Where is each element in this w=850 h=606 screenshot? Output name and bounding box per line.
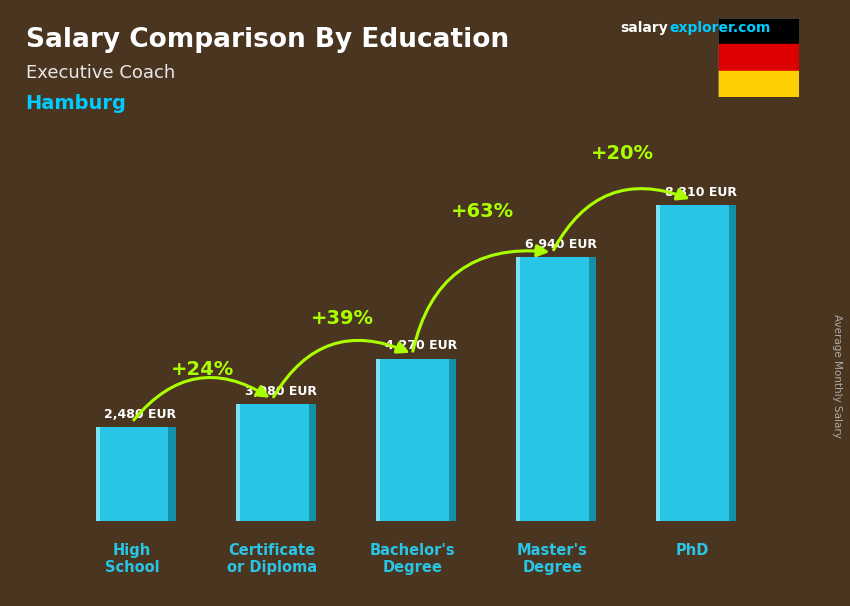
Bar xyxy=(516,257,589,521)
Text: Average Monthly Salary: Average Monthly Salary xyxy=(832,314,842,438)
Bar xyxy=(589,257,596,521)
Text: +24%: +24% xyxy=(171,360,234,379)
Bar xyxy=(376,359,449,521)
Bar xyxy=(309,404,316,521)
Bar xyxy=(718,71,799,97)
Bar xyxy=(718,18,799,44)
Bar xyxy=(376,359,380,521)
Bar xyxy=(168,427,176,521)
Text: +39%: +39% xyxy=(311,309,374,328)
Bar xyxy=(235,404,240,521)
Bar xyxy=(96,427,100,521)
Text: Hamburg: Hamburg xyxy=(26,94,127,113)
Bar xyxy=(96,427,168,521)
Text: Executive Coach: Executive Coach xyxy=(26,64,175,82)
Text: Salary Comparison By Education: Salary Comparison By Education xyxy=(26,27,508,53)
Bar xyxy=(235,404,309,521)
Text: 4,270 EUR: 4,270 EUR xyxy=(384,339,456,353)
Text: 2,480 EUR: 2,480 EUR xyxy=(105,408,177,421)
Bar xyxy=(656,205,728,521)
Bar xyxy=(728,205,736,521)
Text: explorer.com: explorer.com xyxy=(670,21,771,35)
Text: +20%: +20% xyxy=(591,144,654,162)
Text: salary: salary xyxy=(620,21,668,35)
Text: +63%: +63% xyxy=(450,202,514,221)
Text: 6,940 EUR: 6,940 EUR xyxy=(524,238,597,251)
Text: 3,080 EUR: 3,080 EUR xyxy=(245,385,316,398)
Text: 8,310 EUR: 8,310 EUR xyxy=(665,185,737,199)
Bar xyxy=(449,359,456,521)
Bar xyxy=(718,44,799,71)
Bar xyxy=(656,205,660,521)
Bar xyxy=(516,257,520,521)
